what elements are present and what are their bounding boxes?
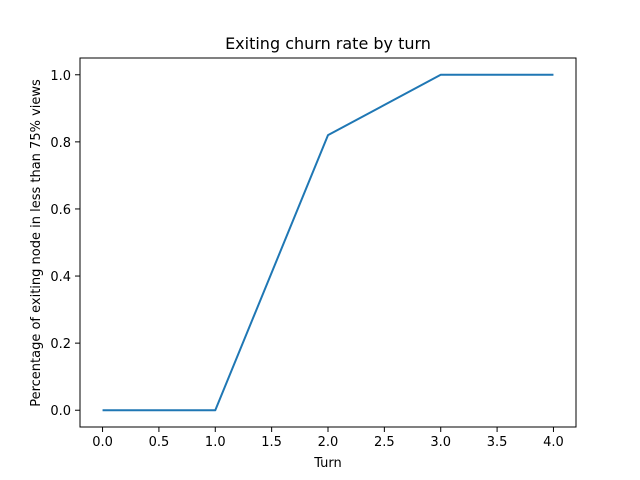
x-tick-label: 1.0 [205, 435, 226, 450]
plot-area: 0.0 0.5 1.0 1.5 2.0 2.5 3.0 3.5 4.0 0.0 0.2 0.4 0.6 0… [50, 57, 577, 450]
y-tick-label: 0.6 [50, 203, 71, 218]
x-tick-label: 2.0 [318, 435, 339, 450]
y-tick-label: 0.4 [50, 270, 71, 285]
y-axis-label: Percentage of exiting node in less than … [29, 79, 44, 407]
x-axis-label: Turn [313, 456, 342, 471]
x-tick-label: 1.5 [261, 435, 282, 450]
chart-title: Exiting churn rate by turn [225, 34, 431, 53]
x-tick-label: 4.0 [543, 435, 564, 450]
x-tick-label: 0.0 [92, 435, 113, 450]
series-line-0 [102, 73, 554, 412]
y-tick-label: 0.2 [50, 337, 71, 352]
plot-frame [79, 57, 577, 428]
y-tick-label: 0.0 [50, 404, 71, 419]
x-tick-label: 2.5 [374, 435, 395, 450]
y-tick-label: 0.8 [50, 136, 71, 151]
y-tick-label: 1.0 [50, 69, 71, 84]
x-tick-label: 3.5 [487, 435, 508, 450]
x-tick-label: 3.0 [430, 435, 451, 450]
x-tick-label: 0.5 [149, 435, 170, 450]
